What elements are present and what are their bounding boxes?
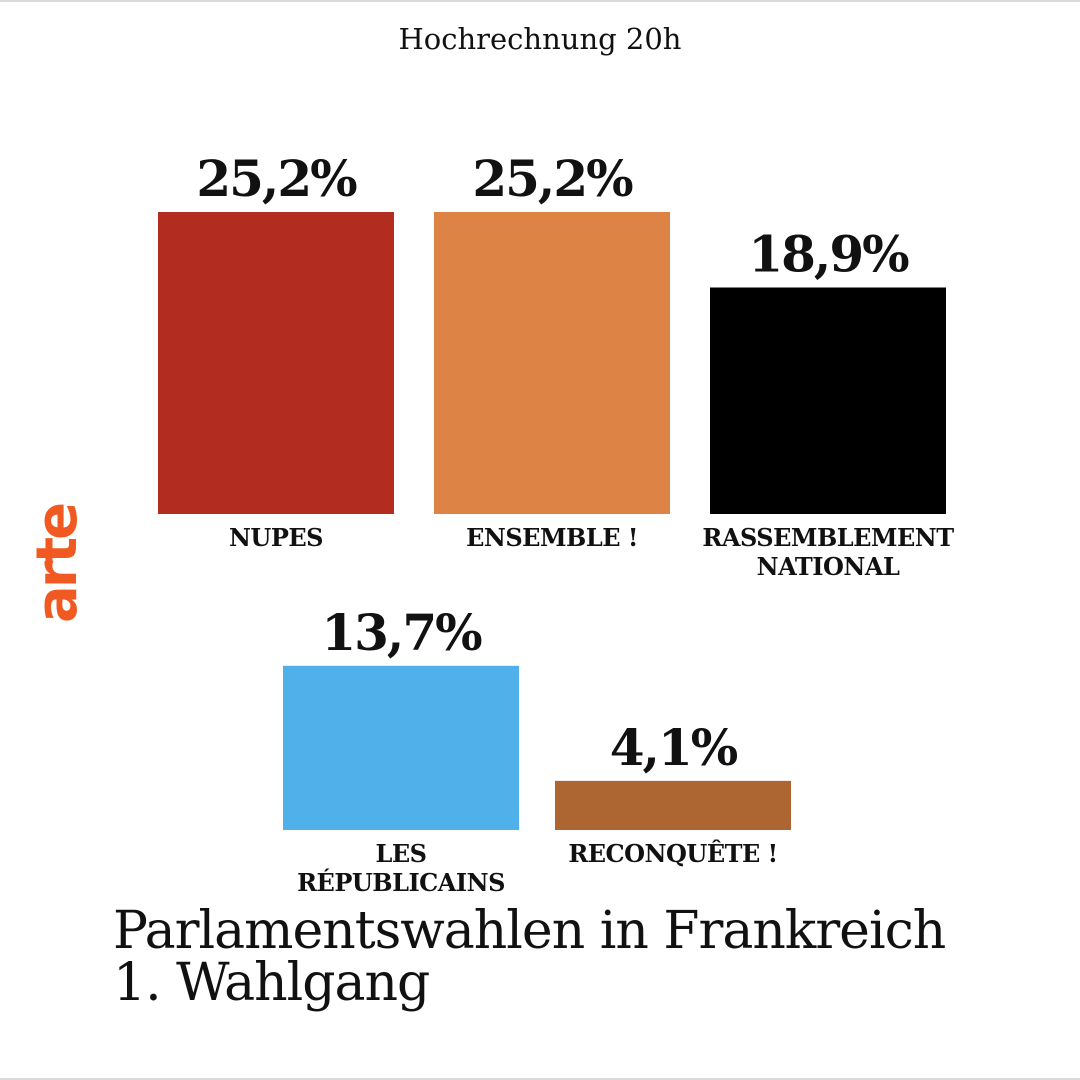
bar-3 — [283, 665, 519, 830]
bar-category-label-3-1: RÉPUBLICAINS — [297, 868, 505, 897]
bar-category-label-2-0: RASSEMBLEMENT — [702, 523, 954, 552]
bar-value-label-1: 25,2% — [472, 149, 633, 208]
arte-logo: arte — [28, 504, 88, 623]
bar-category-label-3-0: LES — [376, 839, 427, 868]
chart-title-line-2: 1. Wahlgang — [113, 953, 430, 1013]
chart-subtitle: Hochrechnung 20h — [398, 22, 682, 56]
bar-value-label-4: 4,1% — [610, 718, 738, 777]
bar-value-label-0: 25,2% — [196, 149, 357, 208]
bar-category-label-2-1: NATIONAL — [757, 552, 900, 581]
bar-2 — [710, 287, 946, 514]
bar-value-label-3: 13,7% — [321, 603, 482, 662]
chart-title: Parlamentswahlen in Frankreich 1. Wahlga… — [113, 905, 1013, 1009]
arte-logo-text: arte — [28, 504, 88, 623]
bar-0 — [158, 212, 394, 514]
chart-title-line-1: Parlamentswahlen in Frankreich — [113, 901, 946, 961]
bar-4 — [555, 780, 791, 830]
bar-chart: 25,2% NUPES 25,2% ENSEMBLE ! 18,9% RASSEMBLEM… — [158, 149, 955, 897]
bar-category-label-4-0: RECONQUÊTE ! — [568, 839, 777, 868]
bar-value-label-2: 18,9% — [748, 225, 909, 284]
bar-1 — [434, 212, 670, 514]
bars-layer: 25,2% NUPES 25,2% ENSEMBLE ! 18,9% RASSEMBLEM… — [158, 149, 955, 897]
bar-category-label-0-0: NUPES — [229, 523, 323, 552]
bar-category-label-1-0: ENSEMBLE ! — [466, 523, 638, 552]
